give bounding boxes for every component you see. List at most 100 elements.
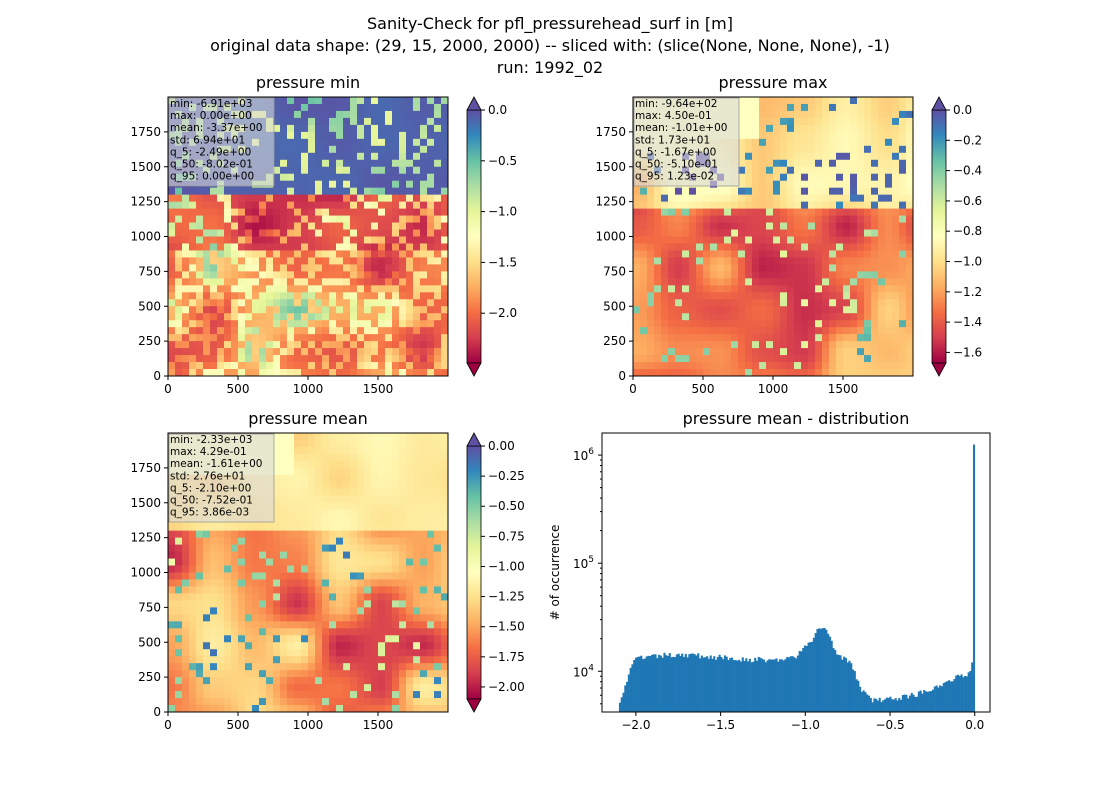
heatmap-cell: [224, 236, 232, 244]
heatmap-cell: [364, 145, 372, 154]
heatmap-cell: [773, 292, 781, 300]
heatmap-cell: [829, 299, 837, 307]
heatmap-cell: [322, 145, 330, 154]
heatmap-cell: [392, 453, 400, 462]
heatmap-cell: [238, 537, 246, 546]
heatmap-cell: [871, 208, 879, 216]
heatmap-cell: [780, 208, 788, 216]
heatmap-cell: [745, 285, 753, 293]
heatmap-cell: [329, 299, 337, 307]
heatmap-cell: [385, 362, 393, 370]
heatmap-cell: [287, 320, 295, 328]
heatmap-cell: [301, 495, 309, 504]
heatmap-cell: [640, 257, 648, 265]
heatmap-cell: [294, 600, 302, 608]
heatmap-cell: [822, 229, 830, 237]
heatmap-cell: [773, 159, 781, 168]
heatmap-cell: [661, 271, 669, 279]
heatmap-cell: [829, 264, 837, 272]
heatmap-cell: [640, 341, 648, 349]
heatmap-cell: [857, 173, 865, 182]
heatmap-cell: [787, 208, 795, 216]
heatmap-cell: [322, 530, 330, 539]
heatmap-cell: [878, 110, 886, 119]
heatmap-cell: [259, 684, 267, 692]
heatmap-cell: [654, 243, 662, 251]
heatmap-cell: [294, 236, 302, 244]
heatmap-cell: [385, 145, 393, 154]
heatmap-cell: [168, 600, 176, 608]
heatmap-cell: [210, 677, 218, 685]
heatmap-cell: [815, 257, 823, 265]
heatmap-cell: [441, 691, 449, 699]
heatmap-cell: [392, 187, 400, 196]
heatmap-cell: [668, 320, 676, 328]
heatmap-cell: [822, 278, 830, 286]
heatmap-cell: [273, 572, 281, 580]
heatmap-cell: [259, 250, 267, 258]
heatmap-cell: [427, 173, 435, 182]
heatmap-cell: [441, 433, 449, 441]
heatmap-cell: [434, 642, 442, 650]
heatmap-cell: [350, 523, 358, 532]
heatmap-cell: [350, 215, 358, 223]
heatmap-cell: [308, 103, 316, 112]
heatmap-cell: [357, 166, 365, 175]
heatmap-cell: [273, 194, 281, 203]
heatmap-cell: [385, 474, 393, 483]
heatmap-cell: [259, 271, 267, 279]
heatmap-cell: [406, 551, 414, 559]
heatmap-cell: [738, 159, 746, 168]
heatmap-cell: [857, 250, 865, 258]
heatmap-cell: [689, 348, 697, 356]
heatmap-cell: [224, 285, 232, 293]
heatmap-cell: [175, 348, 183, 356]
heatmap-cell: [752, 159, 760, 168]
heatmap-cell: [385, 516, 393, 525]
heatmap-cell: [224, 586, 232, 594]
heatmap-cell: [647, 271, 655, 279]
heatmap-cell: [766, 250, 774, 258]
heatmap-cell: [343, 628, 351, 636]
heatmap-cell: [399, 460, 407, 469]
heatmap-cell: [343, 250, 351, 258]
heatmap-cell: [280, 663, 288, 671]
heatmap-cell: [815, 348, 823, 356]
heatmap-cell: [871, 145, 879, 154]
heatmap-cell: [315, 551, 323, 559]
heatmap-cell: [434, 145, 442, 154]
heatmap-cell: [427, 250, 435, 258]
heatmap-cell: [899, 369, 907, 377]
heatmap-cell: [336, 481, 344, 490]
heatmap-cell: [287, 656, 295, 664]
heatmap-cell: [399, 173, 407, 182]
heatmap-cell: [238, 698, 246, 706]
heatmap-cell: [189, 586, 197, 594]
heatmap-cell: [294, 523, 302, 532]
heatmap-cell: [301, 551, 309, 559]
heatmap-cell: [801, 97, 809, 105]
heatmap-cell: [752, 215, 760, 223]
heatmap-cell: [399, 159, 407, 168]
heatmap-cell: [871, 264, 879, 272]
heatmap-cell: [773, 264, 781, 272]
heatmap-cell: [224, 698, 232, 706]
heatmap-cell: [413, 572, 421, 580]
heatmap-cell: [752, 201, 760, 210]
heatmap-cell: [273, 642, 281, 650]
heatmap-cell: [378, 299, 386, 307]
heatmap-cell: [217, 565, 225, 573]
heatmap-cell: [329, 355, 337, 363]
heatmap-cell: [259, 558, 267, 566]
heatmap-cell: [189, 187, 197, 196]
heatmap-cell: [441, 110, 449, 119]
heatmap-cell: [336, 614, 344, 622]
heatmap-cell: [392, 537, 400, 546]
heatmap-cell: [385, 670, 393, 678]
heatmap-cell: [182, 663, 190, 671]
heatmap-cell: [829, 355, 837, 363]
heatmap-cell: [224, 194, 232, 203]
heatmap-cell: [336, 313, 344, 321]
heatmap-cell: [203, 551, 211, 559]
heatmap-cell: [273, 124, 281, 133]
